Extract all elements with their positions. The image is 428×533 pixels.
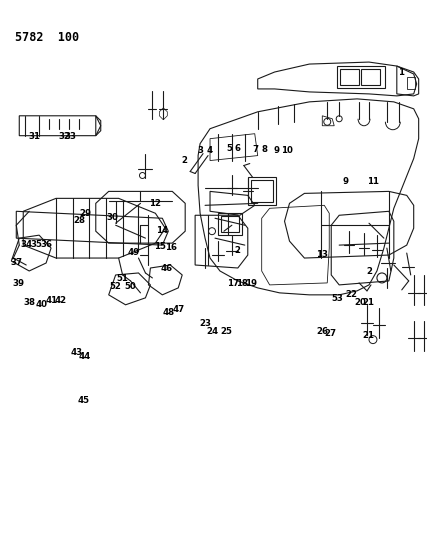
Text: 39: 39 [12,279,24,288]
Text: 23: 23 [199,319,211,328]
Text: 40: 40 [36,300,48,309]
Text: 11: 11 [367,177,379,186]
Text: 7: 7 [253,146,259,155]
Text: 47: 47 [172,305,185,314]
Text: 49: 49 [127,248,139,257]
Text: 48: 48 [163,308,175,317]
Text: 2: 2 [235,246,241,255]
Text: 25: 25 [221,327,233,336]
Text: 44: 44 [78,352,90,361]
Text: 16: 16 [166,243,178,252]
Bar [361,69,380,85]
Text: 13: 13 [315,250,327,259]
Text: 51: 51 [117,274,128,283]
Text: 53: 53 [331,294,343,303]
Bar [218,213,242,235]
Text: 27: 27 [325,329,337,338]
Text: 34: 34 [20,240,32,249]
Text: 26: 26 [316,327,328,336]
Text: 30: 30 [107,213,119,222]
Text: 37: 37 [10,258,22,266]
Text: 2: 2 [366,268,372,276]
Bar [340,69,359,85]
Bar [221,216,239,232]
Text: 2: 2 [181,156,187,165]
Text: 50: 50 [124,282,136,291]
Text: 6: 6 [235,144,241,153]
Text: 21: 21 [362,331,374,340]
Text: 15: 15 [154,242,166,251]
Text: 12: 12 [149,199,161,208]
Text: 36: 36 [40,240,52,249]
Text: 28: 28 [73,216,85,225]
Text: 52: 52 [110,282,121,291]
Text: 20: 20 [355,298,367,307]
Text: 10: 10 [281,147,293,156]
Text: 8: 8 [261,146,267,155]
Text: 29: 29 [79,209,91,218]
Text: 19: 19 [245,279,257,288]
Bar [337,66,385,88]
Text: 43: 43 [71,349,83,358]
Text: 24: 24 [207,327,219,336]
Text: 35: 35 [30,240,42,249]
Text: 5: 5 [226,144,232,153]
Text: 41: 41 [45,296,58,305]
Text: 9: 9 [274,147,280,156]
Text: 42: 42 [55,296,67,305]
Text: 31: 31 [29,132,41,141]
Text: 21: 21 [362,298,374,307]
Text: 1: 1 [398,68,404,77]
Text: 17: 17 [227,279,239,288]
Text: 38: 38 [23,298,35,307]
Bar [251,181,273,203]
Text: 22: 22 [345,290,357,299]
Text: 9: 9 [343,177,349,186]
Text: 18: 18 [237,279,249,288]
Text: 45: 45 [77,395,89,405]
Text: 3: 3 [197,147,203,156]
Text: 33: 33 [65,132,77,141]
Text: 46: 46 [160,264,172,272]
Text: 4: 4 [207,147,213,156]
Text: 5782  100: 5782 100 [15,31,80,44]
Bar [248,177,276,205]
Text: 32: 32 [58,132,70,141]
Bar [407,77,415,89]
Text: 14: 14 [156,226,168,235]
